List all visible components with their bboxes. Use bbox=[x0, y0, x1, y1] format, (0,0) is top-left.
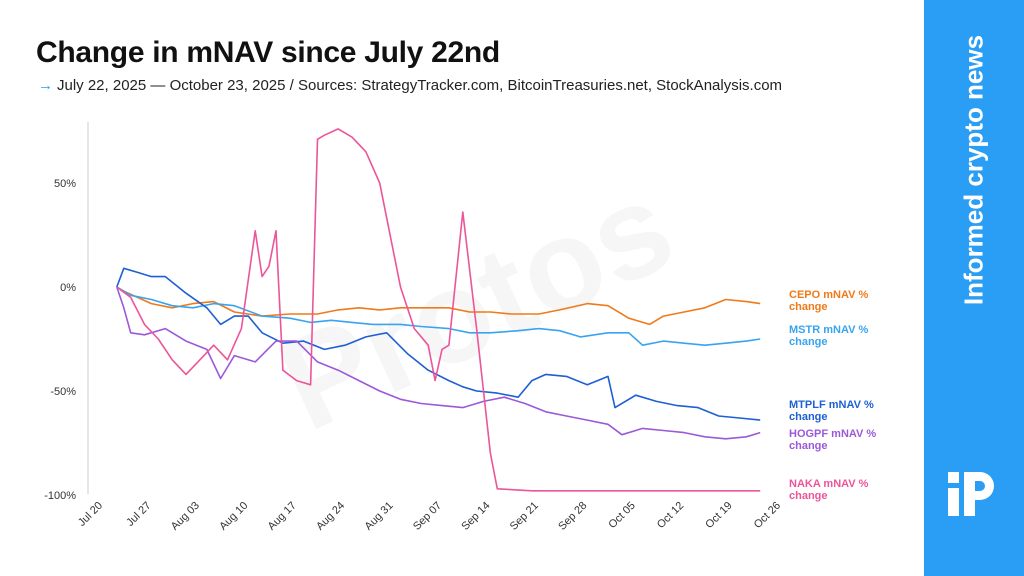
x-tick-label: Aug 03 bbox=[169, 500, 202, 533]
brand-tagline: Informed crypto news bbox=[958, 34, 989, 306]
chart-subtitle: → July 22, 2025 — October 23, 2025 / Sour… bbox=[38, 77, 782, 94]
y-tick-label: 0% bbox=[60, 282, 76, 294]
x-tick-label: Oct 05 bbox=[606, 500, 637, 531]
y-tick-label: -100% bbox=[44, 490, 76, 502]
x-tick-label: Oct 26 bbox=[752, 500, 783, 531]
series-line bbox=[116, 128, 761, 492]
x-axis: Jul 20 Jul 27 Aug 03 Aug 10 Aug 17 Aug 24 Aug … bbox=[76, 500, 783, 533]
x-tick-label: Sep 21 bbox=[508, 500, 541, 533]
x-tick-label: Sep 07 bbox=[411, 500, 444, 533]
x-tick-label: Aug 10 bbox=[217, 500, 250, 533]
series-line bbox=[116, 286, 761, 326]
series-label: MTPLF mNAV % change bbox=[789, 399, 874, 423]
protos-logo-icon bbox=[948, 472, 994, 516]
chart-title: Change in mNAV since July 22nd bbox=[36, 36, 500, 69]
x-tick-label: Aug 31 bbox=[363, 500, 396, 533]
y-tick-label: 50% bbox=[54, 178, 76, 190]
series-line bbox=[116, 286, 761, 440]
x-tick-label: Sep 14 bbox=[459, 500, 492, 533]
line-chart: 50% 0% -50% -100% Jul 20 Jul 27 Aug 03 Aug 10 A… bbox=[44, 122, 876, 533]
series-labels: CEPO mNAV % change MSTR mNAV % change MTPLF … bbox=[789, 289, 876, 502]
x-tick-label: Aug 17 bbox=[266, 500, 299, 533]
x-tick-label: Oct 12 bbox=[655, 500, 686, 531]
series-label: CEPO mNAV % change bbox=[789, 289, 868, 313]
series-line bbox=[116, 267, 761, 421]
y-tick-label: -50% bbox=[50, 386, 76, 398]
y-axis: 50% 0% -50% -100% bbox=[44, 122, 89, 502]
x-tick-label: Jul 20 bbox=[76, 500, 105, 529]
subtitle-text: July 22, 2025 — October 23, 2025 / Sourc… bbox=[57, 77, 783, 94]
x-tick-label: Oct 19 bbox=[703, 500, 734, 531]
series-label: HOGPF mNAV % change bbox=[789, 428, 876, 452]
brand-sidebar: Informed crypto news bbox=[924, 0, 1024, 576]
series-label: NAKA mNAV % change bbox=[789, 478, 869, 502]
arrow-right-icon: → bbox=[38, 77, 53, 94]
series-line bbox=[116, 286, 761, 347]
x-tick-label: Jul 27 bbox=[124, 500, 153, 529]
x-tick-label: Aug 24 bbox=[314, 500, 347, 533]
series-label: MSTR mNAV % change bbox=[789, 324, 868, 348]
x-tick-label: Sep 28 bbox=[556, 500, 589, 533]
series-lines bbox=[116, 128, 761, 492]
